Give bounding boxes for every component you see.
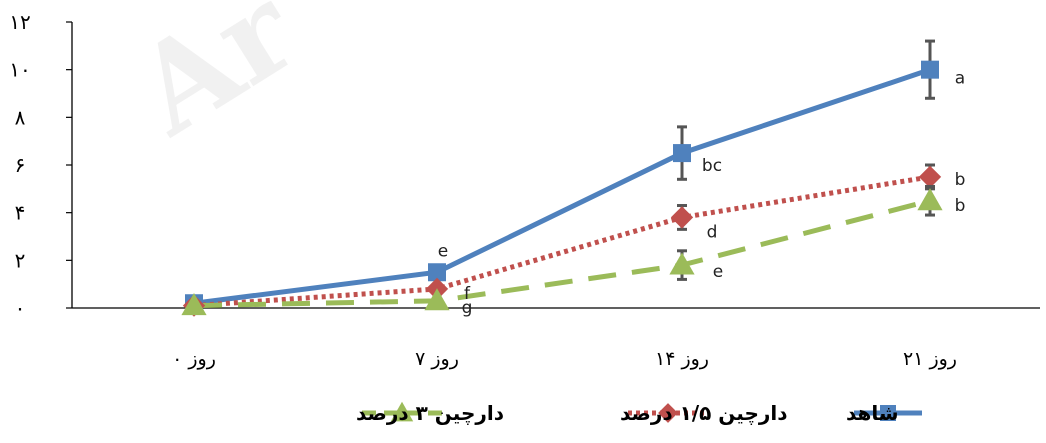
- data-label: b: [955, 170, 966, 190]
- data-label: e: [713, 262, 723, 282]
- data-label: b: [955, 196, 966, 216]
- series-3: [193, 198, 931, 309]
- series-line: [193, 67, 931, 306]
- x-tick-label: روز ۱۴: [655, 348, 709, 370]
- data-label: g: [462, 298, 473, 318]
- data-label: e: [438, 241, 448, 261]
- y-tick-label: ۲: [15, 248, 26, 272]
- data-point: [424, 288, 450, 311]
- x-tick-label: روز ۲۱: [903, 348, 957, 370]
- y-tick-label: ۰: [15, 296, 26, 320]
- series-line: [193, 198, 931, 309]
- data-label: d: [707, 222, 718, 242]
- watermark: Ar: [111, 0, 321, 163]
- data-point: [917, 188, 943, 211]
- legend-item-2: دارچین ۱/۵ درصد: [620, 401, 788, 426]
- data-point: [921, 60, 939, 79]
- data-point: [181, 293, 207, 316]
- y-tick-label: ۶: [15, 153, 26, 177]
- data-label: f: [464, 284, 471, 304]
- data-point: [670, 206, 694, 229]
- legend-item-3: دارچین ۳ درصد: [356, 401, 504, 426]
- y-tick-label: ۱۲: [9, 10, 30, 34]
- y-tick-label: ۴: [15, 201, 26, 225]
- series-line: [193, 174, 931, 309]
- data-point: [428, 263, 446, 282]
- series-3-marks: g e b: [181, 184, 966, 318]
- series-2-marks: f d b: [182, 163, 966, 317]
- legend-swatch-marker: [390, 401, 414, 422]
- legend-label: دارچین ۳ درصد: [356, 401, 504, 426]
- data-point: [669, 252, 695, 275]
- y-tick-label: ۸: [15, 105, 26, 129]
- data-label: a: [955, 69, 965, 89]
- legend-label: شاهد: [846, 401, 899, 425]
- legend-item-1: شاهد: [846, 401, 922, 425]
- x-tick-label: روز ۷: [415, 348, 459, 370]
- legend-swatch-marker: [880, 405, 896, 421]
- data-label: bc: [702, 156, 722, 176]
- data-point: [918, 165, 942, 189]
- x-tick-label: روز ۰: [172, 348, 216, 370]
- series-1: [193, 67, 931, 306]
- data-point: [673, 144, 691, 163]
- legend-swatch-marker: [658, 403, 678, 423]
- y-tick-label: ۱۰: [9, 58, 30, 82]
- legend-label: دارچین ۱/۵ درصد: [620, 401, 788, 426]
- series-2: [193, 174, 931, 309]
